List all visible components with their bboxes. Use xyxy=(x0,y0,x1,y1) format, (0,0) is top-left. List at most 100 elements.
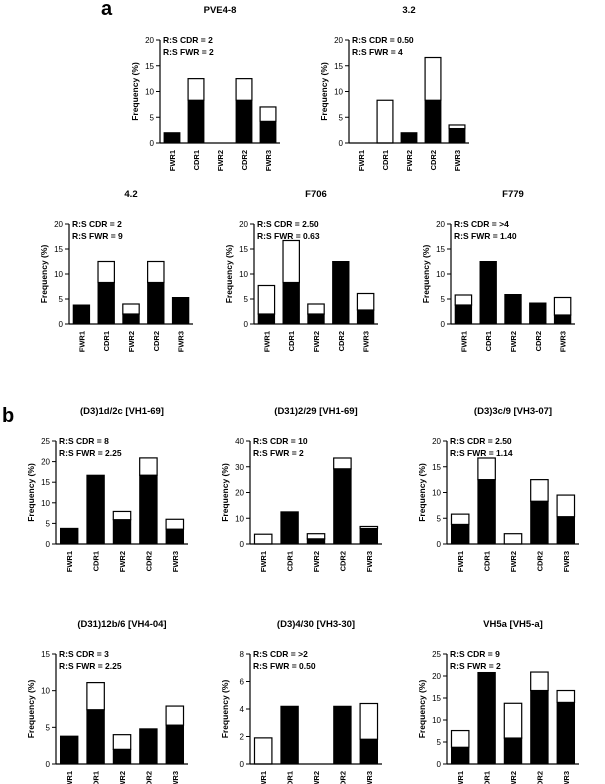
x-category-label: FWR3 xyxy=(171,551,180,572)
chart-9: (D31)12b/6 [VH4-04] R:S CDR = 3 R:S FWR = … xyxy=(26,619,188,784)
x-category-label: CDR2 xyxy=(338,551,347,571)
bar-top-fwr3 xyxy=(359,525,379,530)
rs-annotation: R:S FWR = 0.63 xyxy=(257,231,320,241)
rs-annotation: R:S CDR = >4 xyxy=(454,219,509,229)
y-tick-label: 10 xyxy=(436,270,445,279)
y-axis-label: Frequency (%) xyxy=(417,463,427,522)
y-tick-label: 0 xyxy=(46,760,51,769)
x-category-label: FWR1 xyxy=(357,150,366,171)
bar-top-fwr3 xyxy=(556,689,576,704)
bar-base-fwr1 xyxy=(59,735,79,765)
y-tick-label: 5 xyxy=(150,113,155,122)
bar-base-cdr1 xyxy=(86,474,105,545)
y-tick-label: 20 xyxy=(235,489,244,498)
y-axis-label: Frequency (%) xyxy=(319,62,329,121)
rs-annotation: R:S CDR = 2.50 xyxy=(257,219,319,229)
y-axis-label: Frequency (%) xyxy=(26,463,36,522)
rs-annotation: R:S CDR = >2 xyxy=(253,649,308,659)
bar-base-cdr2 xyxy=(424,99,442,144)
panel-letter-a: a xyxy=(101,0,113,20)
bar-base-cdr2 xyxy=(332,261,350,325)
y-tick-label: 0 xyxy=(437,760,442,769)
x-category-label: FWR2 xyxy=(216,150,225,171)
bar-top-cdr2 xyxy=(139,457,158,476)
x-category-label: CDR2 xyxy=(429,150,438,170)
rs-annotation: R:S CDR = 2 xyxy=(72,219,122,229)
y-tick-label: 20 xyxy=(145,36,154,45)
x-category-label: FWR3 xyxy=(171,771,180,784)
bar-top-cdr2 xyxy=(530,671,549,692)
rs-annotation: R:S FWR = 2 xyxy=(253,448,304,458)
bar-base-fwr2 xyxy=(400,132,418,144)
y-tick-label: 10 xyxy=(41,687,50,696)
rs-annotation: R:S FWR = 2 xyxy=(450,661,501,671)
chart-11: VH5a [VH5-a] R:S CDR = 9 R:S FWR = 2 0 5 10 15… xyxy=(417,619,579,784)
y-tick-label: 15 xyxy=(41,650,50,659)
bar-top-cdr1 xyxy=(86,681,105,711)
y-tick-label: 5 xyxy=(46,723,51,732)
x-category-label: CDR2 xyxy=(337,331,346,351)
bar-top-cdr2 xyxy=(530,479,549,502)
bar-base-cdr2 xyxy=(529,302,547,325)
bar-base-fwr3 xyxy=(171,297,190,325)
x-category-label: FWR2 xyxy=(312,331,321,352)
chart-10: (D3)4/30 [VH3-30] R:S CDR = >2 R:S FWR = 0… xyxy=(220,619,382,784)
bar-base-cdr1 xyxy=(86,709,105,765)
rs-annotation: R:S FWR = 2 xyxy=(163,47,214,57)
y-tick-label: 25 xyxy=(41,437,50,446)
bar-base-fwr3 xyxy=(359,528,379,545)
chart-8: (D3)3c/9 [VH3-07] R:S CDR = 2.50 R:S FWR =… xyxy=(417,406,579,572)
x-category-label: FWR3 xyxy=(559,331,568,352)
bar-base-fwr3 xyxy=(165,724,185,765)
x-category-label: FWR2 xyxy=(509,331,518,352)
bar-base-fwr3 xyxy=(553,314,572,325)
y-axis-label: Frequency (%) xyxy=(39,245,49,304)
bar-top-cdr2 xyxy=(333,457,352,470)
bar-base-fwr2 xyxy=(122,313,140,325)
y-tick-label: 10 xyxy=(235,514,244,523)
y-tick-label: 15 xyxy=(432,463,441,472)
bar-base-fwr1 xyxy=(72,304,91,325)
y-tick-label: 5 xyxy=(441,295,446,304)
y-tick-label: 15 xyxy=(41,478,50,487)
y-tick-label: 20 xyxy=(334,36,343,45)
x-category-label: FWR1 xyxy=(456,771,465,784)
y-tick-label: 0 xyxy=(240,760,245,769)
y-axis-label: Frequency (%) xyxy=(220,463,230,522)
y-axis-label: Frequency (%) xyxy=(417,680,427,739)
x-category-label: FWR1 xyxy=(65,551,74,572)
y-tick-label: 0 xyxy=(339,139,344,148)
rs-annotation: R:S FWR = 9 xyxy=(72,231,123,241)
x-category-label: FWR1 xyxy=(77,331,86,352)
bar-base-cdr1 xyxy=(97,282,115,325)
bar-base-fwr1 xyxy=(59,527,79,545)
y-tick-label: 5 xyxy=(437,514,442,523)
bar-top-fwr3 xyxy=(165,705,185,726)
bar-base-cdr2 xyxy=(139,728,158,765)
y-tick-label: 2 xyxy=(240,733,245,742)
bar-top-fwr3 xyxy=(553,296,572,316)
bar-base-cdr1 xyxy=(479,261,497,325)
y-tick-label: 10 xyxy=(54,270,63,279)
x-category-label: CDR1 xyxy=(192,150,201,170)
bar-top-cdr2 xyxy=(235,78,253,101)
y-tick-label: 15 xyxy=(239,245,248,254)
bar-base-fwr2 xyxy=(503,737,523,765)
y-tick-label: 0 xyxy=(59,320,64,329)
y-tick-label: 15 xyxy=(334,62,343,71)
bar-base-cdr2 xyxy=(333,705,352,765)
bar-base-cdr1 xyxy=(477,671,496,765)
x-category-label: CDR1 xyxy=(286,771,295,784)
rs-annotation: R:S CDR = 2.50 xyxy=(450,436,512,446)
y-tick-label: 10 xyxy=(41,499,50,508)
y-tick-label: 20 xyxy=(54,220,63,229)
x-category-label: FWR3 xyxy=(453,150,462,171)
bar-base-cdr1 xyxy=(282,282,300,325)
x-category-label: CDR1 xyxy=(92,551,101,571)
chart-title: 4.2 xyxy=(124,189,137,200)
y-tick-label: 15 xyxy=(54,245,63,254)
x-category-label: FWR2 xyxy=(405,150,414,171)
y-tick-label: 20 xyxy=(239,220,248,229)
y-tick-label: 5 xyxy=(59,295,64,304)
